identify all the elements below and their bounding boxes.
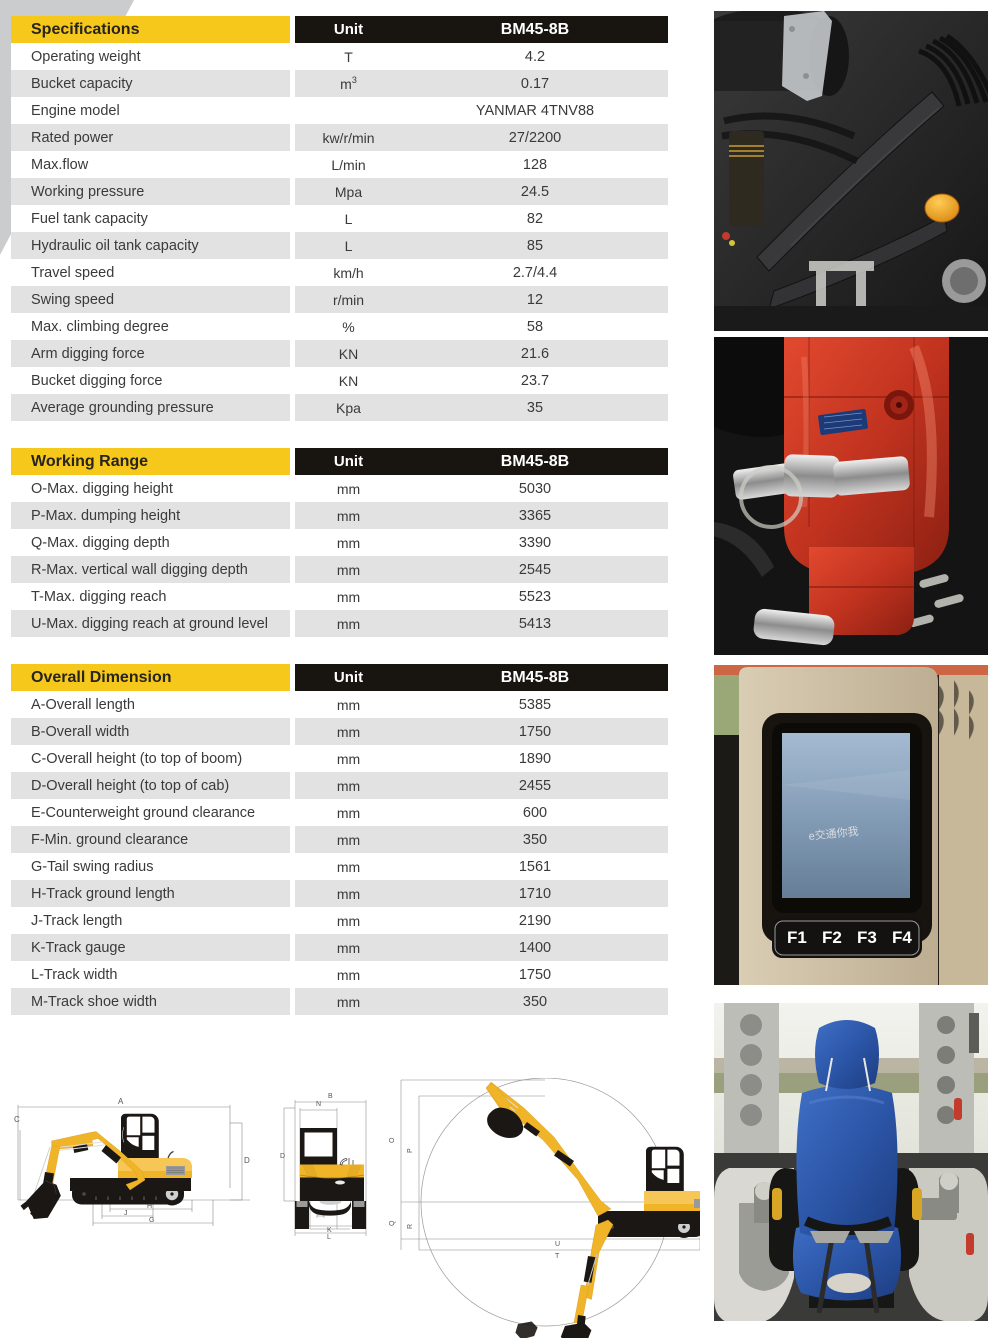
svg-text:U: U <box>555 1241 560 1248</box>
svg-text:Q: Q <box>389 1220 396 1226</box>
svg-text:L: L <box>327 1234 331 1241</box>
svg-text:B: B <box>328 1093 333 1100</box>
svg-text:F4: F4 <box>892 928 912 947</box>
svg-text:O: O <box>389 1137 396 1143</box>
svg-text:N: N <box>316 1101 321 1108</box>
svg-text:R: R <box>407 1224 414 1229</box>
svg-text:D: D <box>244 1156 250 1165</box>
svg-text:C: C <box>14 1115 20 1124</box>
svg-text:K: K <box>327 1227 332 1234</box>
svg-text:F3: F3 <box>857 928 877 947</box>
svg-text:G: G <box>149 1217 154 1224</box>
svg-text:F2: F2 <box>822 928 842 947</box>
svg-text:T: T <box>555 1253 560 1260</box>
svg-text:J: J <box>124 1210 128 1217</box>
svg-text:P: P <box>407 1148 414 1153</box>
svg-text:A: A <box>118 1097 124 1106</box>
svg-text:D: D <box>280 1153 285 1160</box>
svg-text:F1: F1 <box>787 928 807 947</box>
